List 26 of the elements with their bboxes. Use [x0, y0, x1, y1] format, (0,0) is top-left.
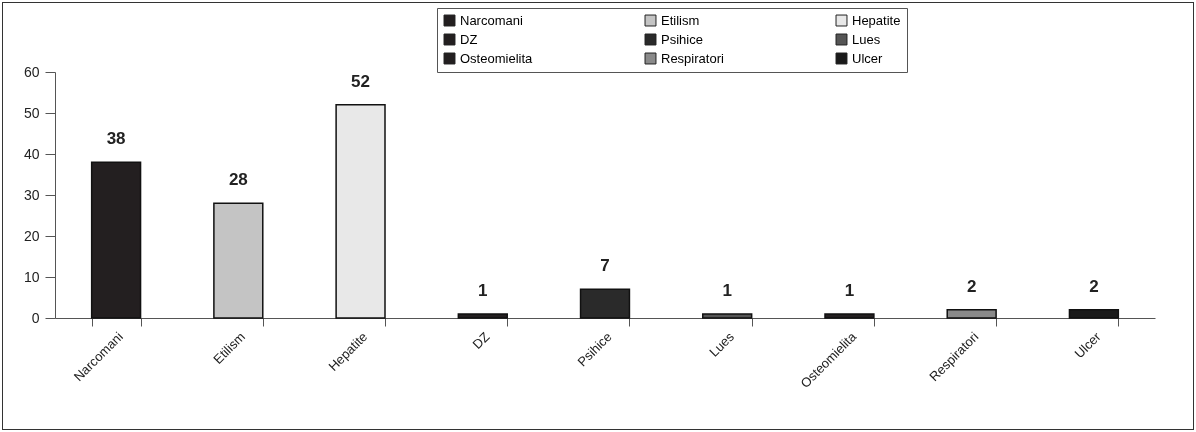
legend-label: DZ	[460, 31, 478, 47]
legend-label: Lues	[852, 31, 881, 47]
y-tick-label: 20	[23, 227, 40, 244]
data-label: 7	[600, 256, 610, 276]
y-tick-label: 40	[23, 145, 40, 162]
y-tick-label: 10	[23, 268, 40, 285]
x-tick-label: DZ	[469, 329, 493, 352]
data-label: 28	[228, 170, 248, 190]
y-tick-label: 50	[23, 104, 40, 121]
legend-label: Ulcer	[852, 50, 884, 66]
data-label: 52	[351, 71, 371, 91]
legend-label: Osteomielita	[460, 50, 534, 66]
data-label: 1	[844, 280, 855, 300]
data-label: 2	[966, 276, 977, 296]
data-label: 2	[1089, 276, 1099, 296]
y-tick-label: 60	[23, 63, 40, 80]
y-tick-label: 30	[23, 186, 40, 203]
legend-label: Narcomani	[460, 12, 523, 28]
data-label: 38	[106, 129, 126, 149]
legend-label: Hepatite	[852, 12, 901, 28]
legend-label: Respiratori	[661, 50, 724, 66]
data-label: 1	[722, 280, 732, 300]
legend-label: Psihice	[661, 31, 703, 47]
y-tick-label: 0	[31, 309, 40, 326]
data-label: 1	[478, 280, 488, 300]
legend-label: Etilism	[661, 12, 700, 28]
